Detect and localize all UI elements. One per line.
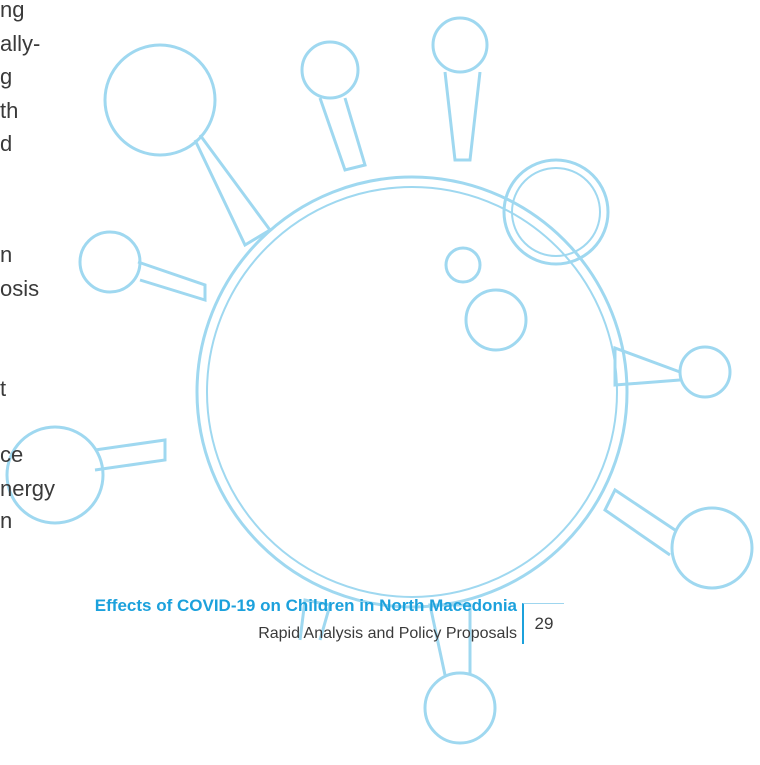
text-fragment: osis bbox=[0, 276, 39, 302]
text-fragment: ng bbox=[0, 0, 24, 23]
text-fragment: ally- bbox=[0, 31, 40, 57]
text-fragment: d bbox=[0, 131, 12, 157]
virus-illustration bbox=[0, 0, 760, 765]
text-fragment: n bbox=[0, 508, 12, 534]
page: {"body_fragments": ["ng", "ally-", "g", … bbox=[0, 0, 760, 765]
page-number: 29 bbox=[522, 603, 564, 644]
text-fragment: ce bbox=[0, 442, 23, 468]
text-fragment: n bbox=[0, 242, 12, 268]
footer-subtitle: Rapid Analysis and Policy Proposals bbox=[258, 625, 517, 643]
text-fragment: nergy bbox=[0, 476, 55, 502]
text-fragment: t bbox=[0, 376, 6, 402]
text-fragment: g bbox=[0, 64, 12, 90]
footer-title: Effects of COVID-19 on Children in North… bbox=[95, 596, 517, 616]
text-fragment: th bbox=[0, 98, 18, 124]
